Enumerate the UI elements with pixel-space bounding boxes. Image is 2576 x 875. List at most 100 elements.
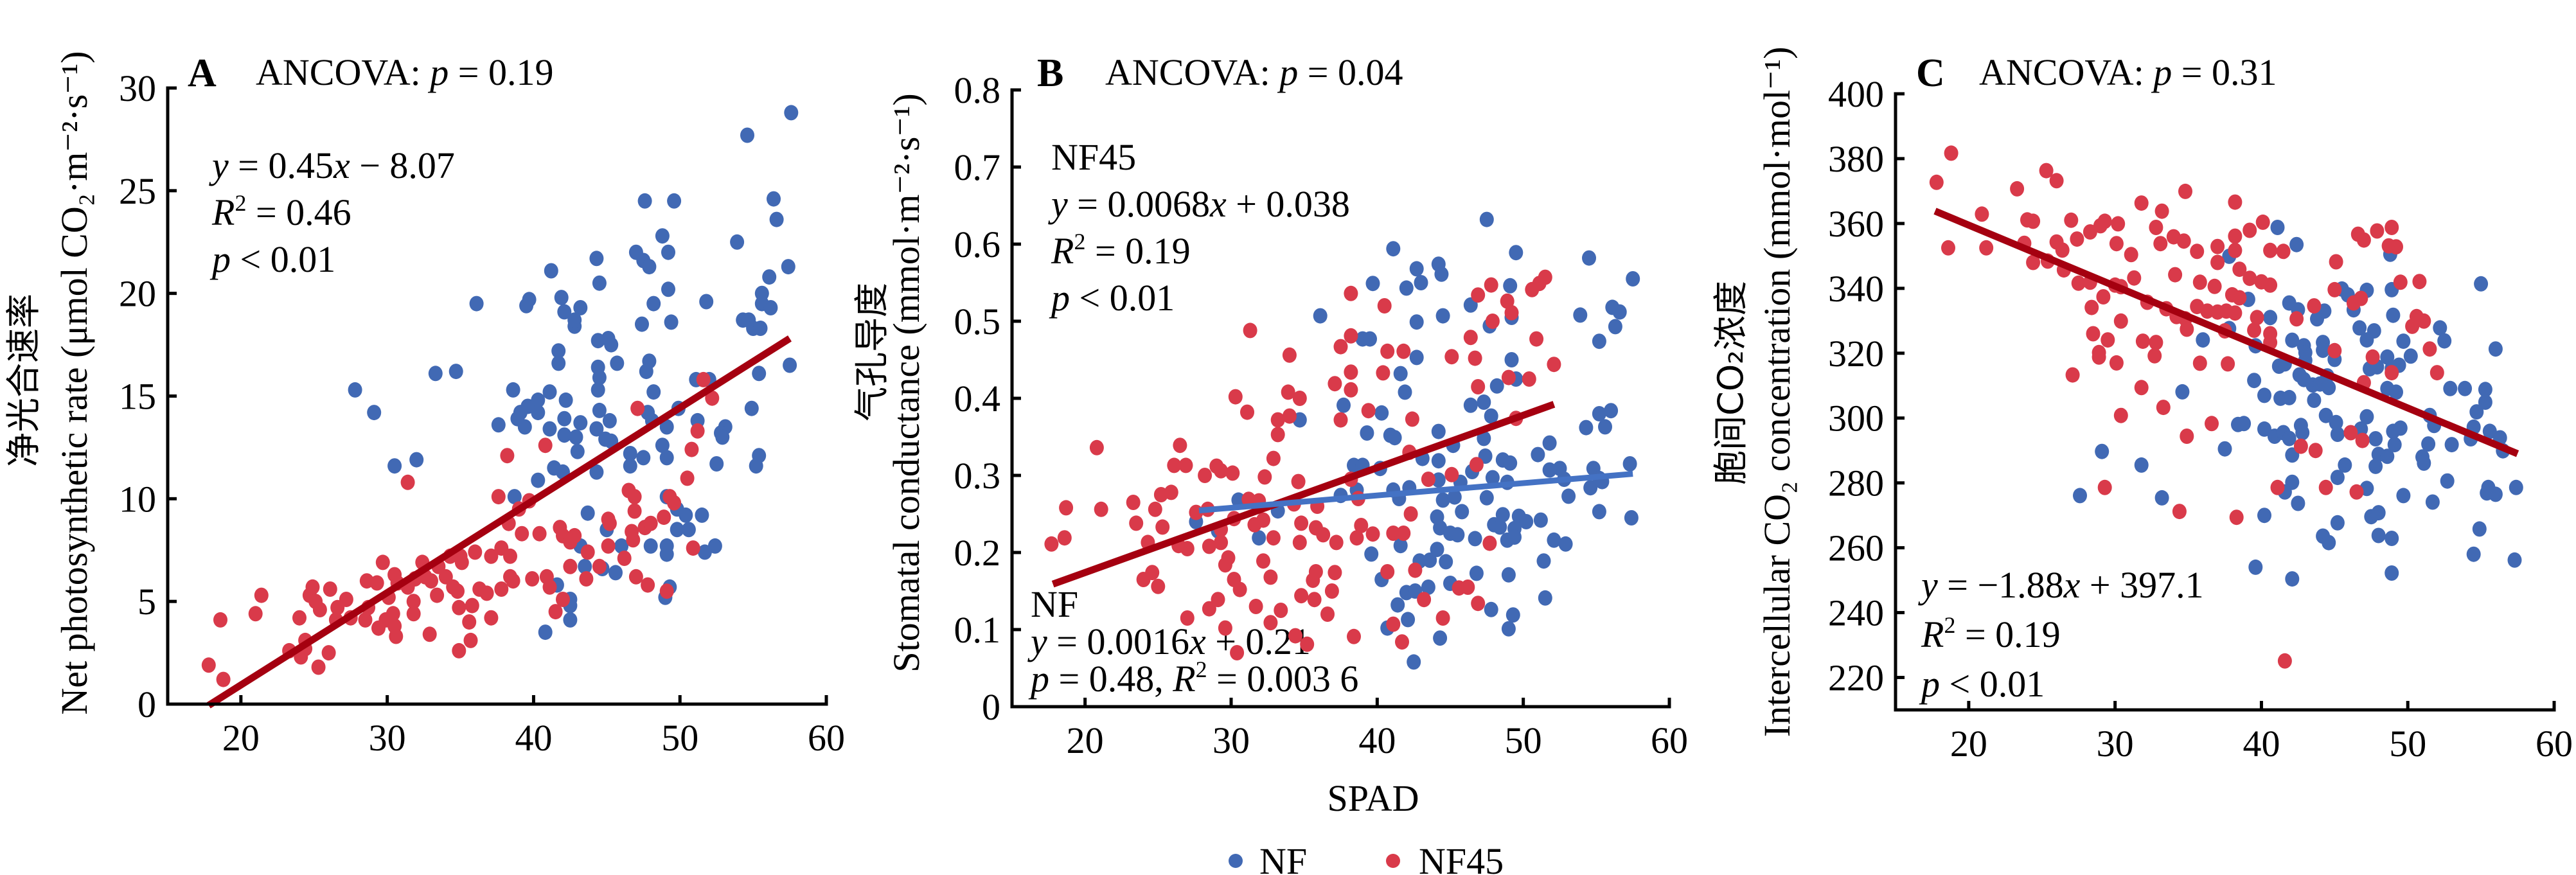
data-point-nf: [1507, 529, 1522, 545]
data-point-nf: [1469, 565, 1484, 581]
legend-marker-nf: [1229, 854, 1243, 868]
data-point-nf: [1583, 480, 1598, 496]
data-point-nf45: [1417, 592, 1432, 608]
data-point-nf: [554, 290, 569, 306]
data-point-nf: [2257, 421, 2271, 437]
annotation-fragment: = −1.88: [1938, 564, 2064, 606]
data-point-nf45: [2365, 349, 2380, 365]
data-point-nf: [639, 364, 653, 380]
panel-b-ancova-value: = 0.04: [1298, 51, 1403, 93]
panel-c-series-nf: [2073, 220, 2523, 587]
data-point-nf: [1501, 621, 1516, 637]
panel-a: 净光合速率 Net photosynthetic rate (μmol CO₂·…: [3, 51, 845, 759]
data-point-nf: [2282, 430, 2296, 446]
data-point-nf: [1509, 245, 1523, 261]
data-point-nf: [2257, 508, 2271, 524]
data-point-nf45: [2071, 275, 2086, 291]
panel-b-axes: 0 0.1 0.2 0.3 0.4 0.5 0.6 0.7 0.8 20 30 40 50 60: [954, 69, 1689, 761]
data-point-nf: [646, 296, 661, 312]
panel-c-ancova-prefix: ANCOVA:: [1979, 51, 2153, 93]
data-point-nf: [592, 369, 607, 385]
data-point-nf45: [2329, 254, 2343, 270]
data-point-nf: [1506, 607, 1520, 623]
data-point-nf45: [2178, 183, 2192, 199]
data-point-nf45: [1094, 501, 1108, 517]
data-point-nf45: [422, 626, 437, 642]
data-point-nf45: [2026, 254, 2041, 270]
annotation-line: y = −1.88x + 397.1: [1918, 564, 2204, 606]
data-point-nf45: [1500, 293, 1515, 309]
data-point-nf: [1477, 430, 1491, 446]
data-point-nf: [2134, 457, 2149, 473]
data-point-nf45: [1148, 501, 1162, 517]
data-point-nf: [2285, 571, 2300, 587]
data-point-nf: [592, 275, 607, 291]
data-point-nf: [1519, 514, 1534, 529]
data-point-nf: [749, 458, 763, 474]
data-point-nf45: [2096, 289, 2111, 305]
panel-b-series-nf45: [1044, 269, 1561, 660]
data-point-nf: [1542, 462, 1557, 478]
legend-item-nf45[interactable]: NF45: [1386, 840, 1504, 875]
data-point-nf45: [1281, 384, 1295, 400]
data-point-nf: [2371, 505, 2386, 521]
data-point-nf: [580, 505, 595, 521]
annotation-fragment: R: [1172, 658, 1195, 700]
panel-c-y-tick-label: 260: [1828, 527, 1884, 569]
data-point-nf45: [1403, 506, 1418, 522]
data-point-nf: [1579, 420, 1594, 436]
data-point-nf: [557, 427, 572, 443]
panel-c-y-tick-label: 320: [1828, 333, 1884, 375]
data-point-nf: [1477, 394, 1491, 410]
data-point-nf: [2359, 332, 2374, 348]
data-point-nf: [1450, 527, 1465, 543]
data-point-nf45: [1468, 350, 1482, 366]
data-point-nf: [1313, 308, 1328, 324]
data-point-nf: [659, 450, 674, 466]
data-point-nf45: [2172, 504, 2187, 520]
data-point-nf: [2330, 470, 2345, 486]
data-point-nf45: [1380, 564, 1395, 579]
data-point-nf45: [494, 581, 509, 597]
data-point-nf45: [1274, 603, 1288, 618]
data-point-nf45: [1328, 376, 1342, 392]
panel-c-series-nf45: [1929, 145, 2444, 669]
data-point-nf45: [1469, 457, 1484, 473]
data-point-nf45: [465, 597, 479, 614]
data-point-nf: [1439, 554, 1453, 570]
data-point-nf45: [321, 645, 336, 661]
data-point-nf45: [580, 544, 595, 560]
data-point-nf45: [2412, 274, 2427, 290]
panel-b-ancova-p: p: [1277, 51, 1298, 93]
data-point-nf45: [2180, 321, 2194, 337]
data-point-nf: [563, 612, 578, 628]
data-point-nf: [2403, 348, 2418, 364]
data-point-nf: [551, 355, 566, 371]
panel-b-y-tick-label: 0.7: [954, 146, 1001, 188]
data-point-nf45: [548, 604, 563, 620]
legend-item-nf[interactable]: NF: [1229, 840, 1307, 875]
data-point-nf: [387, 458, 402, 474]
annotation-fragment: = 0.0016: [1047, 621, 1189, 662]
data-point-nf45: [358, 612, 373, 628]
panel-a-y-tick-label: 5: [138, 581, 156, 623]
annotation-fragment: = 0.45: [229, 145, 333, 186]
data-point-nf: [1503, 278, 1518, 294]
data-point-nf45: [1377, 298, 1392, 314]
data-point-nf: [1421, 579, 1435, 595]
data-point-nf45: [1485, 314, 1500, 329]
data-point-nf45: [1089, 439, 1104, 455]
data-point-nf45: [2092, 349, 2106, 365]
data-point-nf: [2488, 486, 2503, 502]
data-point-nf: [542, 421, 557, 437]
data-point-nf: [2472, 521, 2487, 537]
data-point-nf45: [1292, 535, 1307, 551]
data-point-nf45: [201, 657, 216, 673]
data-point-nf45: [686, 540, 700, 556]
panel-a-y-tick-label: 30: [119, 67, 156, 109]
data-point-nf: [469, 296, 484, 312]
data-point-nf: [589, 251, 604, 267]
data-point-nf: [591, 382, 605, 398]
